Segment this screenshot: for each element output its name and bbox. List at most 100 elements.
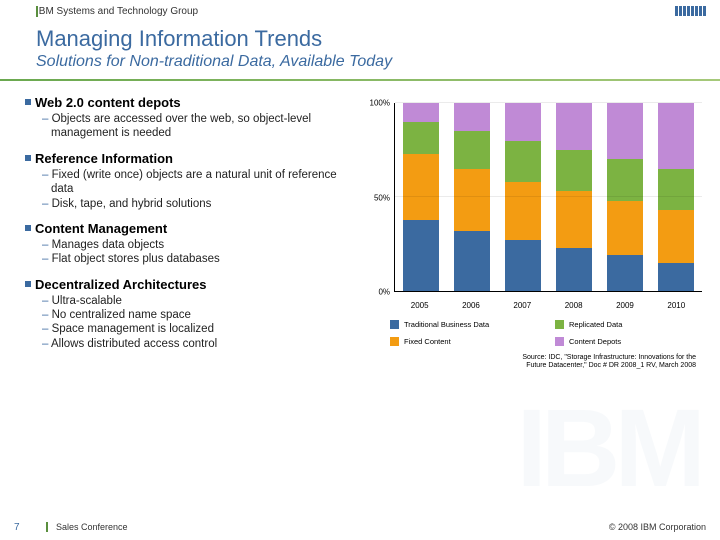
footer: 7 Sales Conference © 2008 IBM Corporatio… (0, 514, 720, 540)
y-tick-label: 0% (366, 288, 390, 297)
sub-item: – Allows distributed access control (42, 337, 350, 351)
bar-column (556, 103, 592, 291)
page-title: Managing Information Trends (36, 26, 720, 52)
sub-item: – Disk, tape, and hybrid solutions (42, 197, 350, 211)
bar-segment (403, 220, 439, 291)
dash-icon: – (42, 239, 52, 251)
sub-item: – Space management is localized (42, 322, 350, 336)
chart-bars (395, 103, 702, 291)
x-tick-label: 2007 (504, 301, 540, 310)
footer-right-text: © 2008 IBM Corporation (609, 522, 706, 532)
section-heading-text: Decentralized Architectures (35, 277, 206, 292)
legend-swatch-icon (390, 320, 399, 329)
bar-segment (403, 103, 439, 122)
sub-item-text: Allows distributed access control (51, 338, 217, 350)
sub-item: – No centralized name space (42, 308, 350, 322)
bar-segment (505, 141, 541, 182)
legend-item: Traditional Business Data (390, 320, 541, 329)
source-line-2: Future Datacenter," Doc # DR 2008_1 RV, … (526, 362, 696, 369)
bullet-square-icon (25, 225, 31, 231)
sub-list: – Objects are accessed over the web, so … (42, 112, 350, 141)
sub-item: – Ultra-scalable (42, 294, 350, 308)
section-heading-text: Reference Information (35, 151, 173, 166)
bar-segment (556, 191, 592, 247)
dash-icon: – (42, 113, 52, 125)
sub-item-text: No centralized name space (52, 309, 191, 321)
bar-segment (658, 103, 694, 169)
bar-column (658, 103, 694, 291)
bar-segment (607, 255, 643, 291)
section-heading: Reference Information (36, 151, 350, 166)
x-tick-label: 2010 (658, 301, 694, 310)
section-heading: Decentralized Architectures (36, 277, 350, 292)
bar-column (454, 103, 490, 291)
bar-segment (505, 240, 541, 291)
logo-bar (679, 6, 682, 16)
legend-item: Replicated Data (555, 320, 706, 329)
top-bar: IBM Systems and Technology Group (0, 0, 720, 22)
ibm-logo (675, 6, 706, 16)
bar-segment (607, 103, 643, 159)
logo-bar (683, 6, 686, 16)
legend-swatch-icon (390, 337, 399, 346)
legend-label: Content Depots (569, 337, 621, 346)
x-tick-label: 2006 (453, 301, 489, 310)
y-tick-label: 50% (366, 193, 390, 202)
chart-x-labels: 200520062007200820092010 (394, 301, 702, 310)
sub-item-text: Objects are accessed over the web, so ob… (51, 113, 311, 139)
logo-bar (695, 6, 698, 16)
bullet-square-icon (25, 155, 31, 161)
bar-segment (658, 263, 694, 291)
dash-icon: – (42, 323, 52, 335)
chart-legend: Traditional Business Data Replicated Data… (390, 320, 706, 346)
bar-segment (454, 231, 490, 291)
source-line-1: Source: IDC, "Storage Infrastructure: In… (522, 354, 696, 361)
footer-left-text: Sales Conference (56, 522, 128, 532)
dash-icon: – (42, 198, 52, 210)
page-number: 7 (14, 522, 36, 533)
bar-segment (658, 169, 694, 210)
x-tick-label: 2008 (556, 301, 592, 310)
chart-plot-area (394, 103, 702, 292)
content-area: Web 2.0 content depots – Objects are acce… (0, 81, 720, 371)
sub-item: – Manages data objects (42, 238, 350, 252)
dash-icon: – (42, 253, 52, 265)
dash-icon: – (42, 295, 52, 307)
legend-label: Replicated Data (569, 320, 622, 329)
footer-accent-rule (46, 522, 48, 532)
section-heading-text: Web 2.0 content depots (35, 95, 181, 110)
watermark: IBM (516, 385, 700, 512)
sub-list: – Manages data objects– Flat object stor… (42, 238, 350, 267)
bullet-square-icon (25, 281, 31, 287)
sub-list: – Fixed (write once) objects are a natur… (42, 168, 350, 211)
legend-label: Fixed Content (404, 337, 451, 346)
sub-item: – Flat object stores plus databases (42, 252, 350, 266)
sub-list: – Ultra-scalable– No centralized name sp… (42, 294, 350, 352)
gridline (395, 196, 702, 197)
sub-item-text: Fixed (write once) objects are a natural… (51, 169, 337, 195)
bar-segment (658, 210, 694, 263)
sub-item: – Objects are accessed over the web, so … (42, 112, 350, 141)
bar-segment (556, 103, 592, 150)
bar-column (505, 103, 541, 291)
bar-segment (556, 150, 592, 191)
section: Decentralized Architectures – Ultra-scala… (36, 277, 350, 352)
section-heading: Content Management (36, 221, 350, 236)
group-label: IBM Systems and Technology Group (36, 6, 198, 17)
logo-bar (699, 6, 702, 16)
sub-item: – Fixed (write once) objects are a natur… (42, 168, 350, 197)
chart-column: 200520062007200820092010 0%50%100% Tradi… (360, 95, 706, 371)
legend-item: Fixed Content (390, 337, 541, 346)
sub-item-text: Flat object stores plus databases (52, 253, 220, 265)
bar-segment (505, 182, 541, 240)
sub-item-text: Ultra-scalable (52, 295, 122, 307)
bar-segment (505, 103, 541, 141)
logo-bar (703, 6, 706, 16)
bar-segment (403, 154, 439, 220)
sub-item-text: Disk, tape, and hybrid solutions (52, 198, 212, 210)
bar-segment (454, 169, 490, 231)
x-tick-label: 2005 (402, 301, 438, 310)
dash-icon: – (42, 169, 52, 181)
bar-column (607, 103, 643, 291)
logo-bar (691, 6, 694, 16)
